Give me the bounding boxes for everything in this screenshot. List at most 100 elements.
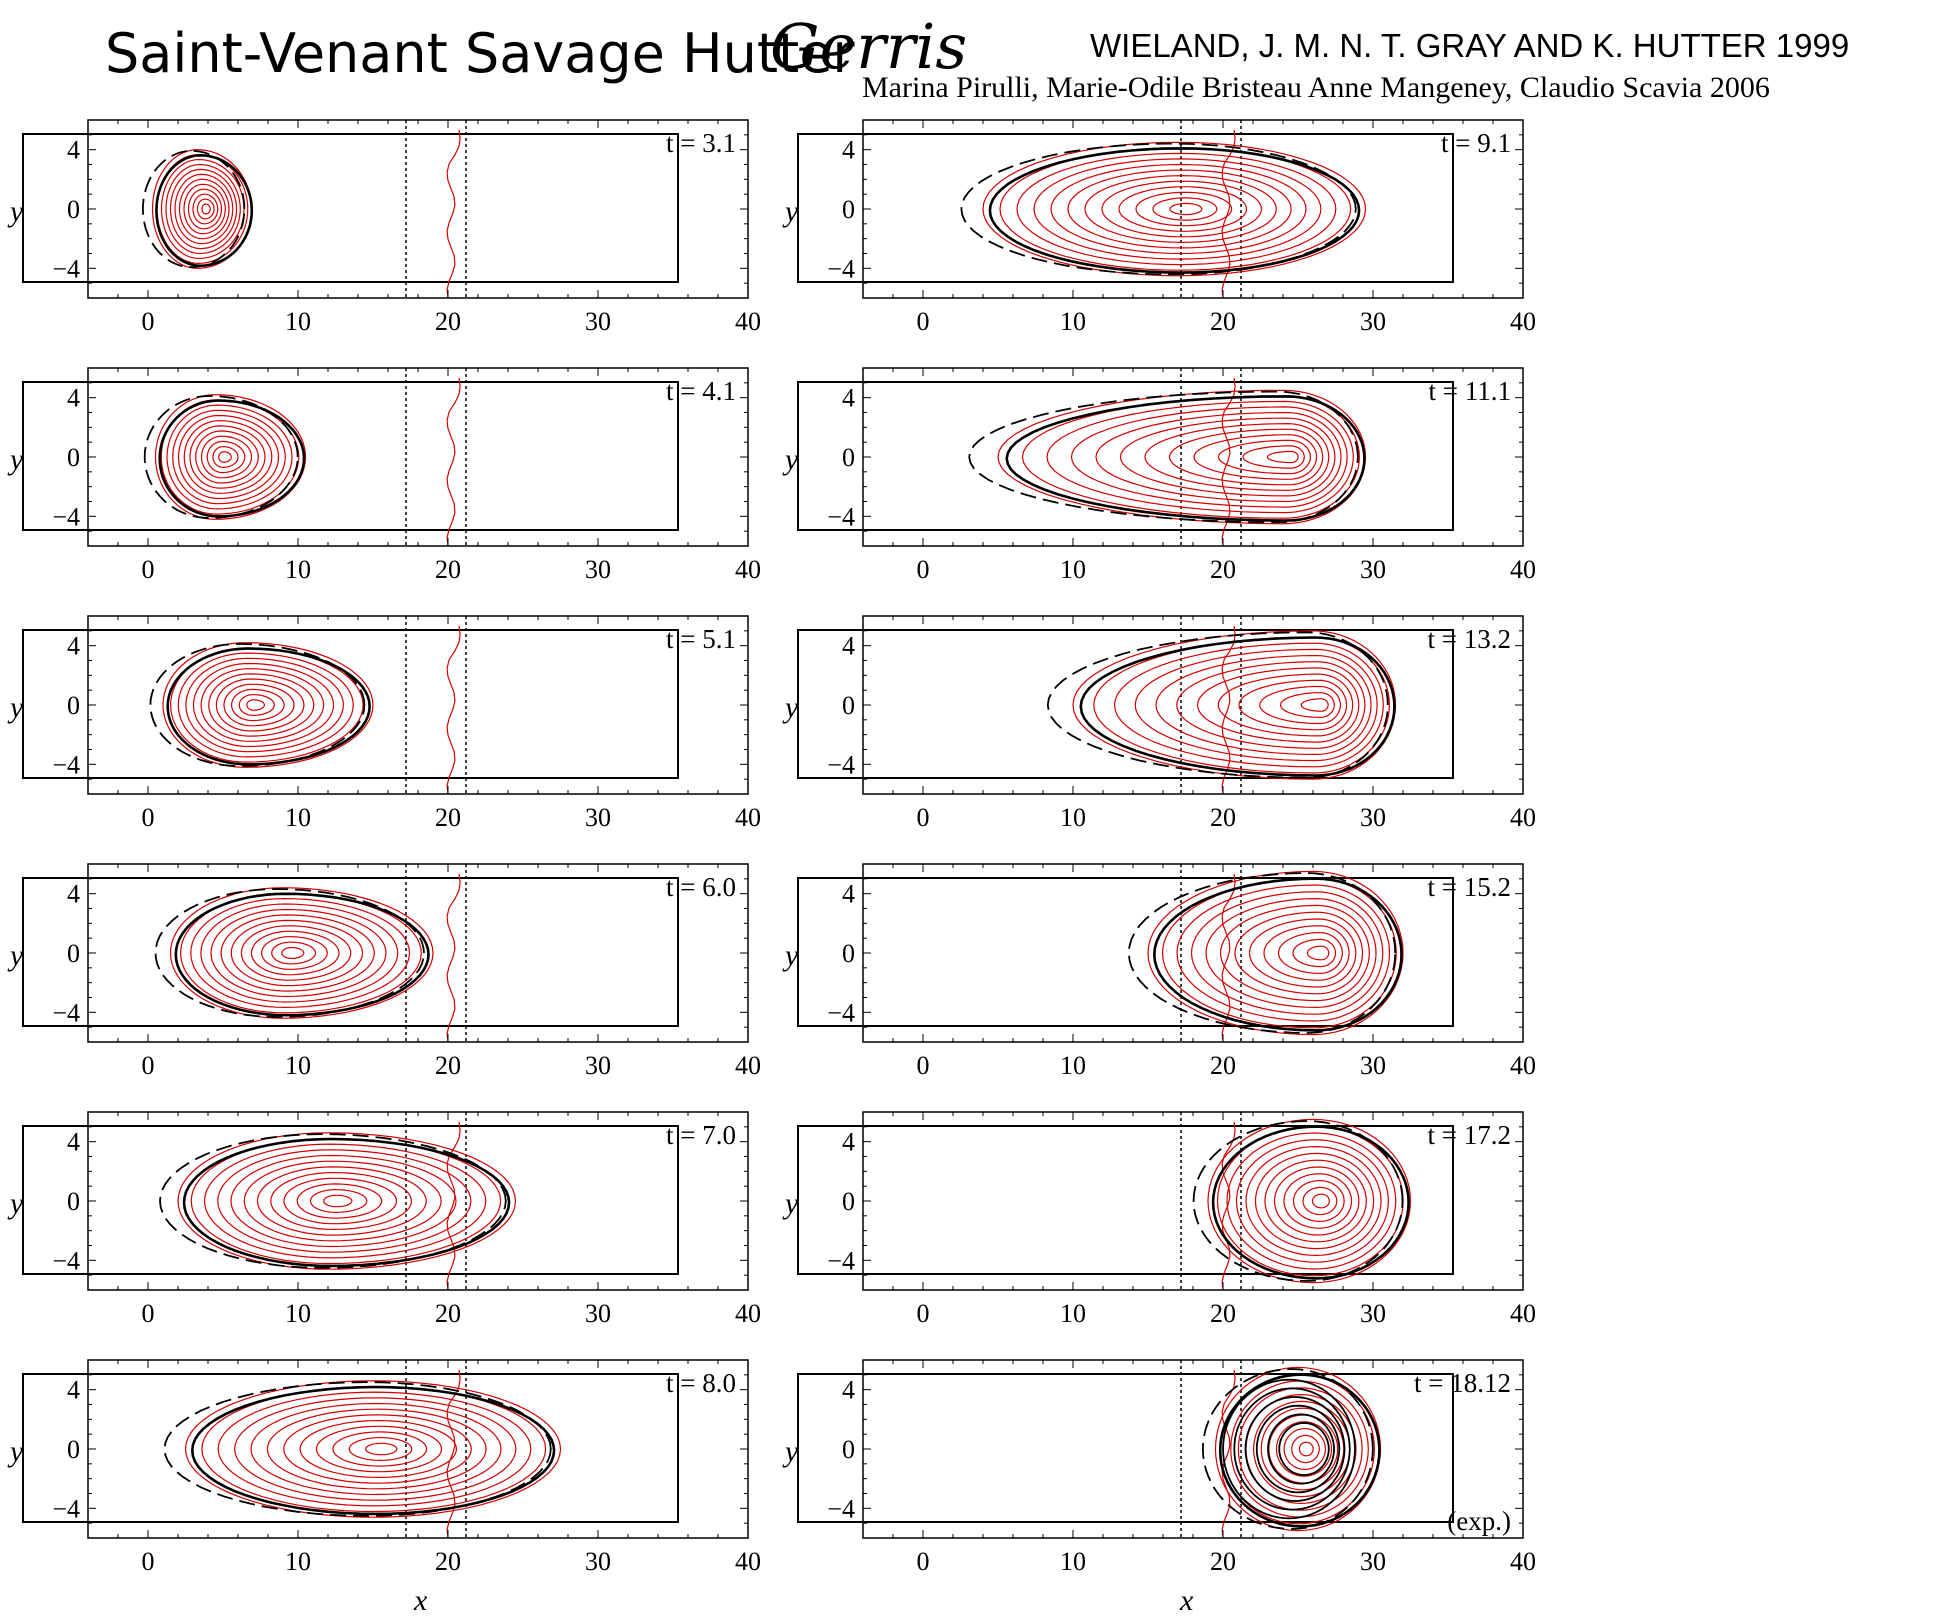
simulation-contour — [1273, 1166, 1360, 1236]
simulation-contour — [200, 435, 253, 479]
simulation-contour — [1275, 1421, 1333, 1477]
model-outline — [190, 1385, 556, 1516]
simulation-contour — [238, 693, 275, 717]
simulation-contour — [223, 683, 295, 727]
y-axis-label: y — [7, 195, 24, 228]
contour-set — [159, 1132, 517, 1270]
simulation-contour — [206, 440, 246, 474]
y-axis-label: y — [7, 1187, 24, 1220]
y-tick-label: 0 — [842, 443, 855, 472]
x-tick-label: 10 — [1060, 1547, 1086, 1576]
time-label: t = 4.1 — [666, 376, 736, 406]
x-tick-label: 0 — [917, 307, 930, 336]
channel-box — [22, 629, 679, 779]
simulation-contour — [281, 947, 305, 959]
simulation-contour — [200, 668, 325, 742]
y-tick-label: 0 — [842, 1187, 855, 1216]
simulation-contour — [208, 673, 315, 737]
x-tick-label: 30 — [1360, 803, 1386, 832]
y-tick-label: 4 — [67, 1128, 80, 1157]
experiment-contour — [1255, 1404, 1341, 1494]
simulation-contour — [243, 1160, 442, 1242]
simulation-contour — [240, 925, 352, 981]
simulation-contour — [1113, 642, 1384, 768]
channel-box — [797, 1125, 1454, 1275]
time-label: t = 15.2 — [1428, 872, 1511, 902]
x-tick-label: 0 — [142, 1051, 155, 1080]
x-tick-label: 20 — [435, 307, 461, 336]
x-tick-label: 30 — [585, 803, 611, 832]
channel-box — [22, 877, 679, 1027]
simulation-contour — [1302, 1186, 1338, 1216]
model-outline — [166, 647, 371, 766]
simulation-contour — [203, 1143, 487, 1259]
time-label: t = 7.0 — [666, 1120, 736, 1150]
contour-set — [968, 389, 1367, 525]
simulation-contour — [348, 1436, 413, 1462]
simulation-contour — [1214, 1366, 1382, 1532]
simulation-contour — [1235, 1139, 1390, 1263]
simulation-contour — [220, 914, 375, 992]
x-tick-label: 30 — [585, 555, 611, 584]
y-tick-label: 0 — [842, 691, 855, 720]
y-axis-label: y — [7, 1435, 24, 1468]
simulation-contour — [296, 1183, 383, 1219]
model-outline-dashed — [1201, 1368, 1374, 1530]
y-tick-label: 4 — [67, 384, 80, 413]
x-tick-label: 20 — [435, 555, 461, 584]
simulation-contour — [1144, 422, 1330, 492]
x-tick-label: 20 — [1210, 803, 1236, 832]
simulation-contour — [1226, 1132, 1397, 1270]
simulation-contour — [1279, 691, 1335, 719]
x-tick-label: 20 — [435, 1051, 461, 1080]
x-tick-label: 0 — [917, 1547, 930, 1576]
y-tick-label: 4 — [842, 632, 855, 661]
x-tick-label: 40 — [735, 1547, 761, 1576]
simulation-contour — [1101, 180, 1263, 238]
simulation-contour — [283, 1177, 398, 1225]
x-axis-label-left: x — [413, 1584, 428, 1617]
plot-frame — [87, 863, 749, 1043]
simulation-contour — [323, 1194, 353, 1208]
y-tick-label: −4 — [52, 502, 80, 531]
x-tick-label: 30 — [1360, 1547, 1386, 1576]
simulation-contour — [1291, 1434, 1320, 1464]
contour-set — [1046, 630, 1397, 780]
simulation-contour — [1266, 450, 1299, 464]
y-tick-label: 0 — [67, 1435, 80, 1464]
simulation-contour — [162, 642, 374, 768]
simulation-contour — [212, 445, 239, 469]
simulation-contour — [184, 1380, 562, 1518]
x-tick-label: 30 — [1360, 1051, 1386, 1080]
simulation-contour — [1254, 1152, 1375, 1250]
simulation-contour — [174, 173, 234, 245]
x-tick-label: 10 — [1060, 555, 1086, 584]
simulation-contour — [1190, 891, 1384, 1015]
simulation-contour — [1033, 158, 1322, 260]
time-label: t = 13.2 — [1428, 624, 1511, 654]
x-tick-label: 0 — [142, 1547, 155, 1576]
transition-curve — [1221, 1121, 1236, 1291]
simulation-contour — [1169, 202, 1203, 216]
simulation-contour — [1147, 870, 1404, 1036]
simulation-contour — [200, 903, 399, 1003]
channel-box — [22, 1125, 679, 1275]
y-tick-label: −4 — [52, 998, 80, 1027]
simulation-contour — [169, 887, 434, 1019]
simulation-contour — [160, 158, 245, 260]
y-axis-label: y — [782, 1435, 799, 1468]
transition-curve — [446, 377, 461, 547]
model-outline — [174, 892, 430, 1017]
simulation-contour — [1135, 191, 1233, 227]
contour-set — [154, 887, 434, 1019]
simulation-contour — [1311, 1193, 1331, 1209]
x-tick-label: 10 — [285, 1299, 311, 1328]
x-tick-label: 0 — [917, 803, 930, 832]
x-tick-label: 10 — [285, 307, 311, 336]
x-tick-label: 10 — [1060, 1299, 1086, 1328]
simulation-contour — [201, 203, 211, 215]
simulation-contour — [1205, 897, 1377, 1009]
